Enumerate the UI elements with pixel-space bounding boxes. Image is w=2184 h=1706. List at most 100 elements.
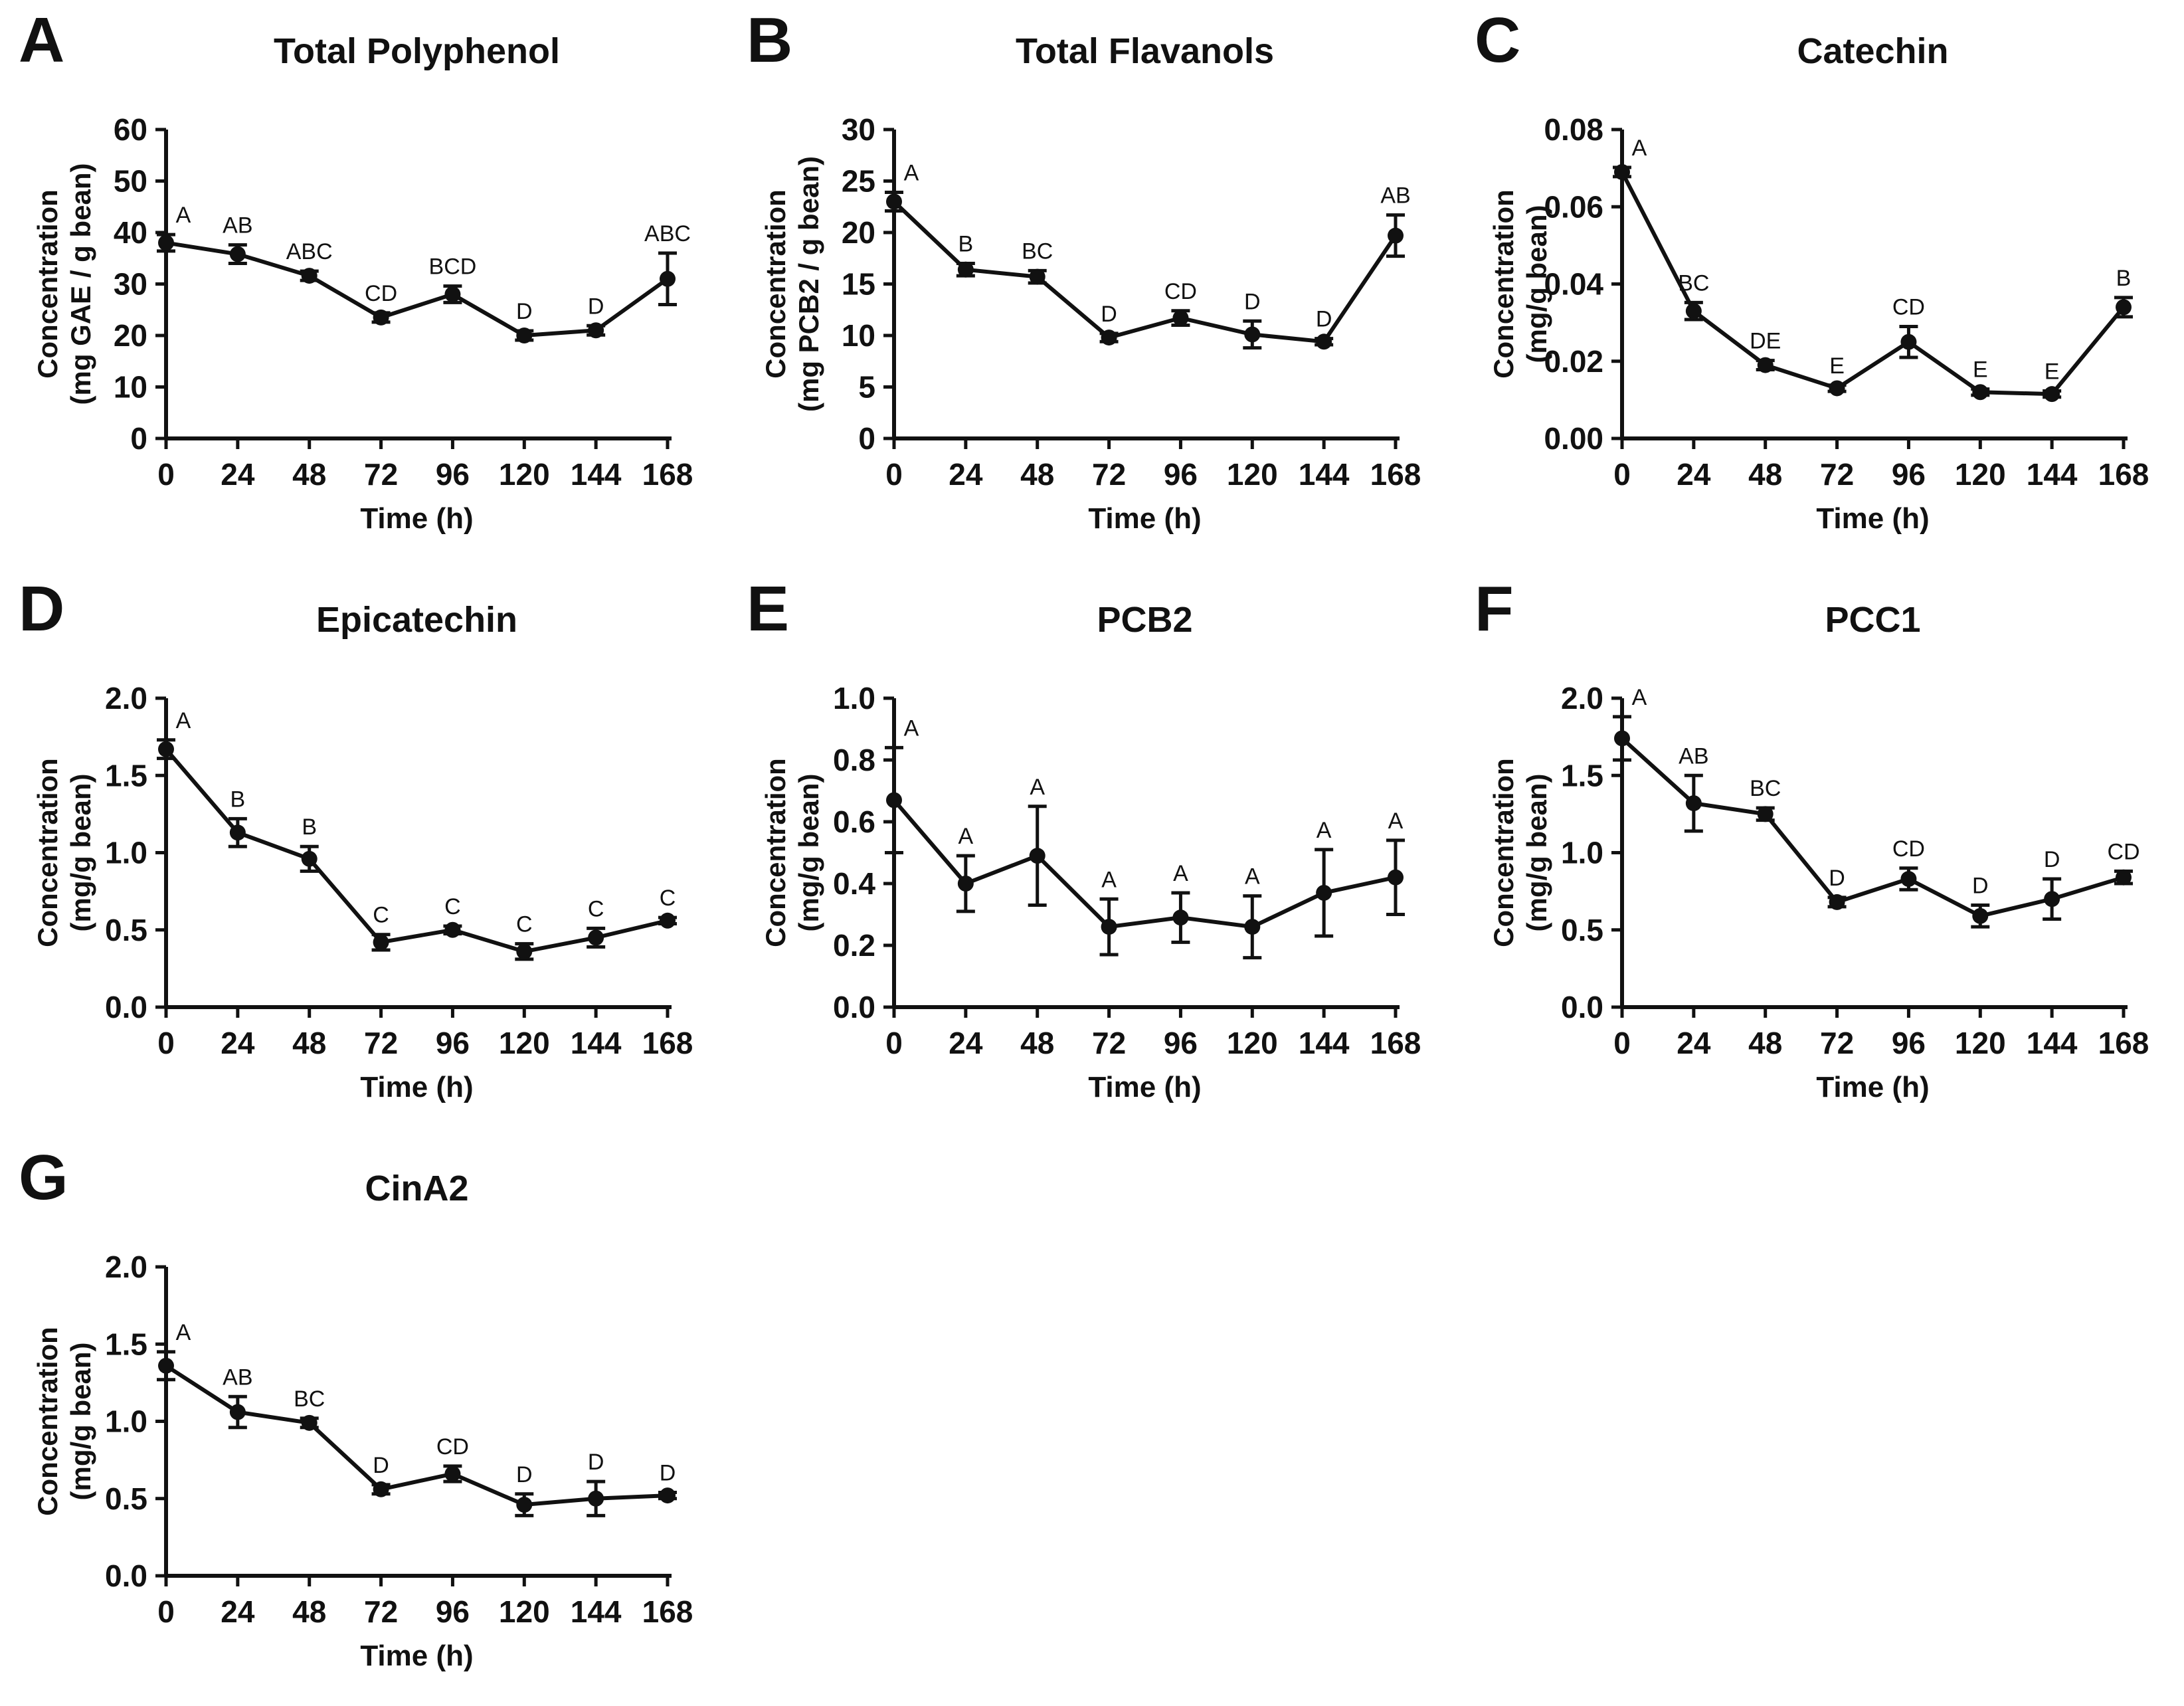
point-letter: B — [302, 814, 317, 840]
y-tick-label: 1.5 — [105, 758, 147, 793]
data-point — [1900, 333, 1917, 350]
data-point — [588, 929, 604, 946]
point-letter: D — [373, 1453, 389, 1478]
point-letter: A — [176, 708, 191, 733]
chart-A: Total Polyphenol Concentration (mg GAE / g… — [32, 31, 693, 535]
chart-F: PCC1 Concentration (mg/g bean) 0.0 0.5 1.0 1.5… — [1488, 600, 2149, 1103]
y-tick-label: 20 — [114, 318, 147, 353]
chart-title: PCB2 — [1097, 600, 1192, 640]
data-point — [957, 876, 974, 892]
data-point — [516, 943, 533, 960]
y-tick-label: 60 — [114, 112, 147, 147]
y-tick-label: 10 — [842, 318, 875, 353]
data-point — [1172, 310, 1189, 326]
x-tick-label: 72 — [1092, 457, 1126, 492]
y-tick-label: 0.4 — [833, 866, 875, 901]
chart-title: Total Flavanols — [1016, 31, 1274, 71]
y-tick-label: 0.5 — [105, 1481, 147, 1516]
x-tick-label: 144 — [1299, 457, 1350, 492]
data-line — [1620, 171, 2126, 397]
x-tick-label: 168 — [642, 1594, 693, 1629]
point-letter: D — [588, 1450, 604, 1475]
x-tick-label: 24 — [221, 1026, 255, 1060]
point-letter: D — [2044, 847, 2060, 872]
point-letter: AB — [223, 213, 252, 238]
data-point — [1244, 919, 1261, 935]
data-point — [660, 912, 676, 929]
x-tick-label: 48 — [292, 1026, 326, 1060]
y-tick-label: 1.0 — [105, 1404, 147, 1439]
data-point — [301, 1414, 318, 1431]
y-axis-label-line1: Concentration — [1488, 758, 1519, 947]
x-tick-label: 72 — [1820, 457, 1854, 492]
panel-label-E: E — [747, 573, 790, 644]
x-axis-label: Time (h) — [360, 1640, 473, 1672]
y-tick-label: 0 — [858, 421, 875, 456]
point-letter: A — [1245, 864, 1260, 890]
data-point — [886, 193, 902, 210]
x-tick-label: 168 — [1370, 1026, 1421, 1060]
x-tick-label: 72 — [1092, 1026, 1126, 1060]
point-letter: A — [1101, 867, 1117, 892]
point-letter: D — [516, 1462, 533, 1487]
panel-B: B Total Flavanols Concentration (mg PCB2 / … — [728, 0, 1456, 569]
x-tick-label: 96 — [436, 1594, 470, 1629]
x-tick-label: 96 — [1892, 457, 1926, 492]
data-point — [1614, 730, 1630, 747]
x-tick-label: 96 — [1892, 1026, 1926, 1060]
x-tick-label: 48 — [292, 457, 326, 492]
x-tick-label: 72 — [364, 1594, 398, 1629]
panel-C: C Catechin Concentration (mg/g bean) 0.00 0.0… — [1456, 0, 2184, 569]
chart-D: Epicatechin Concentration (mg/g bean) 0.0 0.… — [32, 600, 693, 1103]
panel-F: F PCC1 Concentration (mg/g bean) 0.0 0.5 1.0 1.… — [1456, 569, 2184, 1137]
y-tick-label: 25 — [842, 164, 875, 199]
data-point — [1757, 357, 1774, 373]
y-tick-label: 15 — [842, 267, 875, 302]
data-point — [588, 322, 604, 339]
point-letter: D — [660, 1460, 676, 1485]
point-letter: E — [1973, 357, 1988, 383]
data-point — [1029, 268, 1046, 285]
data-point — [444, 1466, 461, 1482]
y-tick-label: 1.0 — [833, 681, 875, 715]
data-point — [373, 934, 389, 951]
point-letter: C — [516, 912, 533, 937]
x-tick-label: 120 — [1227, 457, 1278, 492]
panel-label-D: D — [19, 573, 66, 644]
y-tick-label: 1.0 — [1561, 836, 1603, 870]
data-point — [229, 1404, 246, 1420]
x-tick-label: 0 — [157, 1026, 175, 1060]
x-tick-label: 144 — [571, 1594, 622, 1629]
data-point — [516, 328, 533, 343]
chart-title: CinA2 — [365, 1169, 468, 1208]
point-letter: CD — [2107, 839, 2139, 864]
data-point — [1829, 894, 1845, 910]
chart-title: Catechin — [1797, 31, 1948, 71]
data-point — [1900, 871, 1917, 888]
y-axis-label-line1: Concentration — [1488, 189, 1519, 379]
data-point — [229, 824, 246, 841]
point-letter: A — [176, 1320, 191, 1345]
x-tick-label: 24 — [221, 1594, 255, 1629]
data-point — [373, 309, 389, 326]
point-letter: B — [958, 232, 974, 257]
data-point — [1614, 163, 1630, 180]
y-axis-label-line1: Concentration — [32, 1327, 63, 1516]
data-point — [1316, 884, 1332, 901]
y-tick-label: 0.8 — [833, 743, 875, 777]
x-axis-label: Time (h) — [1088, 502, 1201, 535]
y-tick-label: 0.5 — [1561, 913, 1603, 947]
data-line — [1620, 737, 2124, 918]
chart-C: Catechin Concentration (mg/g bean) 0.00 0.02… — [1488, 31, 2149, 535]
data-point — [957, 261, 974, 278]
point-letter: D — [516, 299, 533, 324]
data-point — [158, 1357, 174, 1374]
y-axis-label-line1: Concentration — [760, 189, 791, 379]
data-point — [2116, 869, 2132, 886]
y-tick-label: 0.0 — [833, 990, 875, 1024]
y-tick-label: 40 — [114, 215, 147, 250]
y-tick-label: 1.0 — [105, 836, 147, 870]
data-point — [1685, 303, 1702, 320]
x-tick-label: 96 — [1164, 457, 1198, 492]
data-line — [164, 747, 668, 954]
